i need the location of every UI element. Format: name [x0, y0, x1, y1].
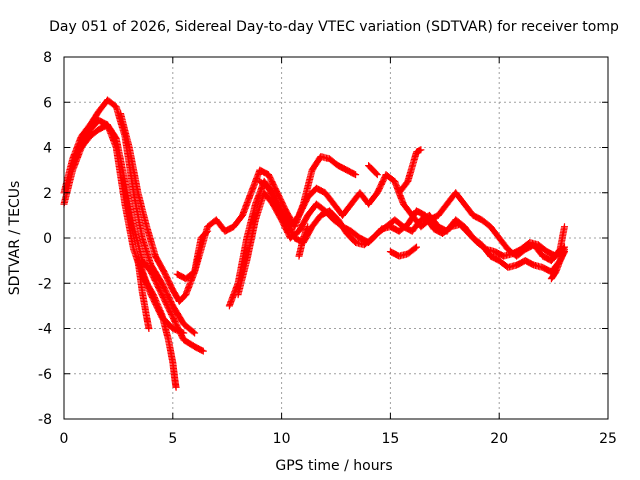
series-markers [295, 223, 312, 260]
series-track-10 [256, 177, 568, 260]
data-layer [60, 96, 568, 391]
x-tick-label: 10 [273, 431, 291, 447]
series-markers [134, 257, 153, 332]
tick-layer: 0 5 10 15 20 25 -8 -6 -4 -2 0 2 4 6 8 [38, 50, 617, 447]
x-tick-label: 25 [599, 431, 617, 447]
series-markers [256, 177, 568, 260]
series-track-14 [395, 146, 425, 197]
x-tick-label: 5 [168, 431, 177, 447]
series-track-7 [173, 153, 360, 283]
y-tick-label: 4 [43, 141, 52, 157]
series-markers [395, 146, 425, 197]
x-axis-label: GPS time / hours [275, 458, 392, 474]
series-markers [386, 243, 420, 260]
series-track-12 [365, 162, 381, 179]
x-tick-label: 15 [381, 431, 399, 447]
series-track-11 [295, 223, 312, 260]
chart-title: Day 051 of 2026, Sidereal Day-to-day VTE… [49, 19, 619, 35]
y-tick-label: 8 [43, 50, 52, 66]
series-markers [365, 162, 381, 179]
series-track-13 [386, 243, 420, 260]
series-track-15 [547, 248, 568, 283]
series-markers [547, 248, 568, 283]
y-tick-label: -2 [38, 276, 52, 292]
series-markers [173, 153, 360, 283]
y-tick-label: 2 [43, 186, 52, 202]
x-tick-label: 20 [490, 431, 508, 447]
y-tick-label: 6 [43, 95, 52, 111]
y-tick-label: -4 [38, 322, 52, 338]
x-tick-label: 0 [60, 431, 69, 447]
series-track-6 [134, 257, 153, 332]
y-tick-label: -6 [38, 367, 52, 383]
y-tick-label: -8 [38, 412, 52, 428]
y-axis-label: SDTVAR / TECUs [7, 181, 23, 296]
y-tick-label: 0 [43, 231, 52, 247]
